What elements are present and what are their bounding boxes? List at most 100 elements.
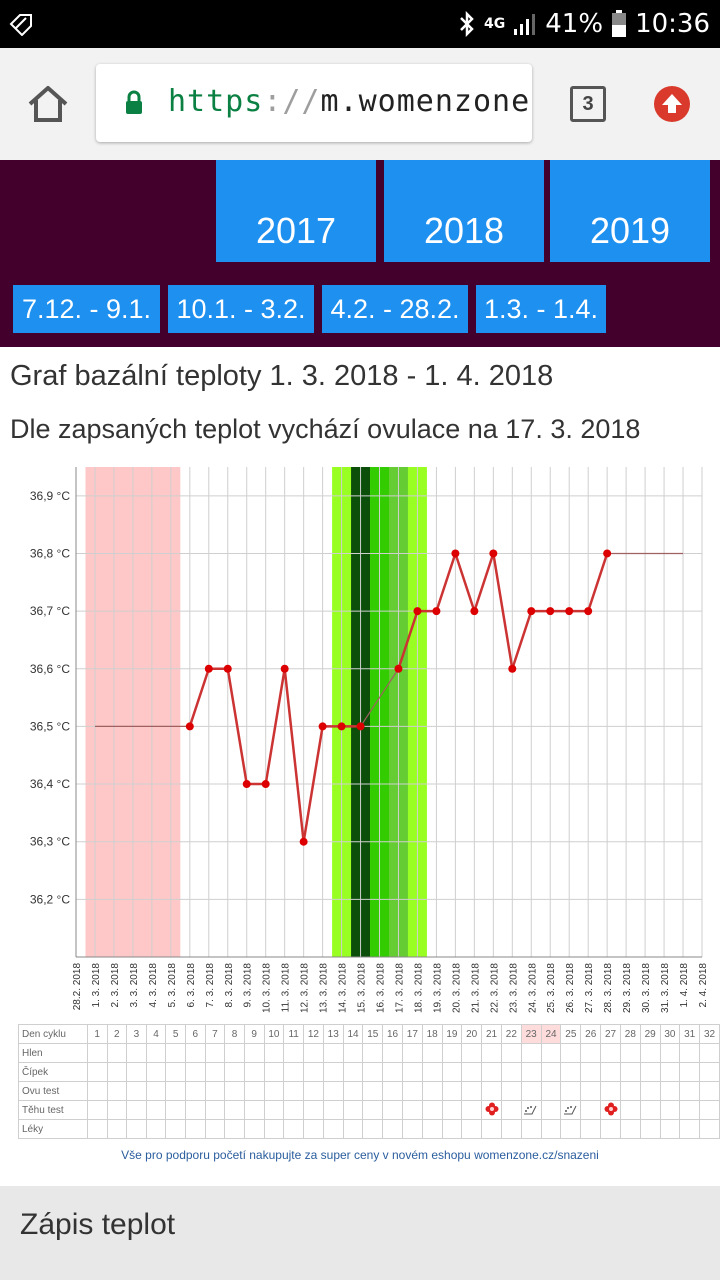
- cycle-cell[interactable]: [342, 1100, 364, 1120]
- cycle-cell[interactable]: [322, 1043, 344, 1063]
- cycle-cell[interactable]: [679, 1081, 701, 1101]
- cycle-cell[interactable]: [619, 1062, 641, 1082]
- cycle-cell[interactable]: [382, 1043, 403, 1063]
- cycle-cell[interactable]: [263, 1081, 285, 1101]
- cycle-cell[interactable]: [580, 1100, 602, 1120]
- cycle-cell[interactable]: [86, 1100, 108, 1120]
- year-button-2018[interactable]: 2018: [384, 160, 544, 262]
- cycle-cell[interactable]: [481, 1062, 502, 1082]
- cycle-cell[interactable]: [659, 1119, 681, 1139]
- cycle-cell[interactable]: [342, 1119, 364, 1139]
- cycle-cell[interactable]: [165, 1081, 187, 1101]
- cycle-cell[interactable]: [639, 1100, 661, 1120]
- address-bar[interactable]: https://m.womenzone.cz: [96, 64, 532, 142]
- cycle-cell[interactable]: [441, 1119, 463, 1139]
- cycle-cell[interactable]: [699, 1081, 720, 1101]
- cycle-cell[interactable]: [86, 1081, 108, 1101]
- cycle-cell[interactable]: [441, 1062, 463, 1082]
- cycle-cell[interactable]: [520, 1043, 542, 1063]
- cycle-cell[interactable]: [342, 1043, 364, 1063]
- cycle-cell[interactable]: [500, 1081, 522, 1101]
- cycle-cell[interactable]: [126, 1062, 147, 1082]
- cycle-cell[interactable]: [580, 1043, 602, 1063]
- cycle-cell[interactable]: [600, 1119, 621, 1139]
- cycle-cell[interactable]: [362, 1043, 384, 1063]
- cycle-cell[interactable]: [540, 1062, 562, 1082]
- cycle-cell[interactable]: [619, 1100, 641, 1120]
- cycle-cell[interactable]: [185, 1062, 206, 1082]
- cycle-cell[interactable]: [520, 1081, 542, 1101]
- cycle-cell[interactable]: [639, 1119, 661, 1139]
- cycle-cell[interactable]: [401, 1119, 423, 1139]
- cycle-cell[interactable]: [382, 1062, 403, 1082]
- cycle-cell[interactable]: [560, 1081, 582, 1101]
- home-icon[interactable]: [26, 84, 70, 124]
- cycle-cell[interactable]: [619, 1119, 641, 1139]
- year-button-2017[interactable]: 2017: [216, 160, 376, 262]
- cycle-cell[interactable]: [224, 1062, 245, 1082]
- cycle-cell[interactable]: [185, 1119, 206, 1139]
- cycle-cell[interactable]: [204, 1119, 226, 1139]
- cycle-cell[interactable]: [699, 1043, 720, 1063]
- cycle-cell[interactable]: [283, 1119, 305, 1139]
- cycle-cell[interactable]: [204, 1062, 226, 1082]
- cycle-cell[interactable]: [600, 1062, 621, 1082]
- cycle-cell[interactable]: [224, 1100, 245, 1120]
- cycle-cell[interactable]: [500, 1043, 522, 1063]
- cycle-cell[interactable]: [126, 1119, 147, 1139]
- cycle-cell[interactable]: [461, 1081, 483, 1101]
- cycle-cell[interactable]: [263, 1062, 285, 1082]
- cycle-cell[interactable]: [540, 1119, 562, 1139]
- cycle-cell[interactable]: [401, 1043, 423, 1063]
- cycle-cell[interactable]: [500, 1062, 522, 1082]
- cycle-cell[interactable]: [500, 1100, 522, 1120]
- cycle-cell[interactable]: [362, 1100, 384, 1120]
- promo-link[interactable]: Vše pro podporu početí nakupujte za supe…: [121, 1148, 599, 1162]
- cycle-cell[interactable]: [145, 1119, 167, 1139]
- cycle-cell[interactable]: [639, 1081, 661, 1101]
- cycle-cell[interactable]: [185, 1081, 206, 1101]
- cycle-cell[interactable]: [243, 1081, 265, 1101]
- cycle-cell[interactable]: [145, 1043, 167, 1063]
- cycle-cell[interactable]: [421, 1062, 443, 1082]
- cycle-cell[interactable]: [362, 1062, 384, 1082]
- cycle-cell[interactable]: [145, 1081, 167, 1101]
- cycle-cell[interactable]: [619, 1043, 641, 1063]
- cycle-cell[interactable]: [106, 1100, 128, 1120]
- cycle-cell[interactable]: [580, 1081, 602, 1101]
- cycle-cell[interactable]: [659, 1062, 681, 1082]
- cycle-cell[interactable]: [679, 1100, 701, 1120]
- cycle-cell[interactable]: [145, 1100, 167, 1120]
- cycle-cell[interactable]: [421, 1119, 443, 1139]
- cycle-cell[interactable]: [185, 1100, 206, 1120]
- cycle-cell[interactable]: [540, 1081, 562, 1101]
- cycle-cell[interactable]: [560, 1100, 582, 1120]
- cycle-cell[interactable]: [441, 1100, 463, 1120]
- cycle-cell[interactable]: [165, 1100, 187, 1120]
- cycle-cell[interactable]: [283, 1081, 305, 1101]
- cycle-cell[interactable]: [303, 1119, 324, 1139]
- cycle-cell[interactable]: [401, 1081, 423, 1101]
- cycle-cell[interactable]: [481, 1100, 502, 1120]
- cycle-cell[interactable]: [185, 1043, 206, 1063]
- cycle-cell[interactable]: [322, 1062, 344, 1082]
- cycle-cell[interactable]: [283, 1062, 305, 1082]
- cycle-cell[interactable]: [659, 1081, 681, 1101]
- cycle-cell[interactable]: [461, 1100, 483, 1120]
- cycle-cell[interactable]: [540, 1100, 562, 1120]
- cycle-cell[interactable]: [580, 1062, 602, 1082]
- cycle-cell[interactable]: [441, 1043, 463, 1063]
- cycle-cell[interactable]: [421, 1043, 443, 1063]
- cycle-cell[interactable]: [165, 1062, 187, 1082]
- cycle-cell[interactable]: [560, 1119, 582, 1139]
- cycle-cell[interactable]: [303, 1043, 324, 1063]
- cycle-cell[interactable]: [520, 1100, 542, 1120]
- upload-button[interactable]: [654, 86, 690, 122]
- cycle-cell[interactable]: [106, 1062, 128, 1082]
- cycle-cell[interactable]: [362, 1081, 384, 1101]
- cycle-cell[interactable]: [659, 1100, 681, 1120]
- cycle-cell[interactable]: [126, 1081, 147, 1101]
- cycle-cell[interactable]: [303, 1081, 324, 1101]
- cycle-cell[interactable]: [421, 1100, 443, 1120]
- range-button-2[interactable]: 10.1. - 3.2.: [168, 285, 314, 333]
